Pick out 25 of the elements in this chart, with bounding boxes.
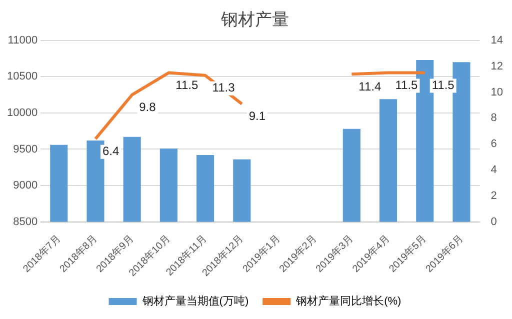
data-label: 11.3 [212,80,236,95]
y2-tick-label: 12 [490,60,504,72]
legend-label: 钢材产量同比增长(%) [295,294,402,308]
data-label: 11.5 [432,78,455,92]
y2-tick-label: 6 [490,138,497,150]
data-label: 9.1 [248,109,266,124]
y-tick-label: 9500 [13,143,38,156]
y2-tick-label: 14 [490,34,504,46]
y2-tick-label: 0 [490,216,497,228]
y-tick-label: 11000 [8,34,38,46]
data-label: 11.5 [176,78,198,92]
legend-label: 钢材产量当期值(万吨) [141,294,249,308]
y2-tick-label: 4 [490,164,497,176]
data-label: 6.4 [102,144,120,158]
chart-title: 钢材产量 [220,10,289,29]
data-label: 11.5 [395,78,418,92]
y-tick-label: 9000 [13,180,38,192]
data-label: 9.8 [139,100,156,114]
y-tick-label: 8500 [13,216,38,228]
y-tick-label: 10500 [6,70,38,83]
y-tick-label: 10000 [6,106,38,119]
data-label: 11.4 [358,79,382,94]
y2-tick-label: 2 [490,190,497,202]
y2-tick-label: 10 [490,86,504,98]
y2-tick-label: 8 [490,112,497,124]
